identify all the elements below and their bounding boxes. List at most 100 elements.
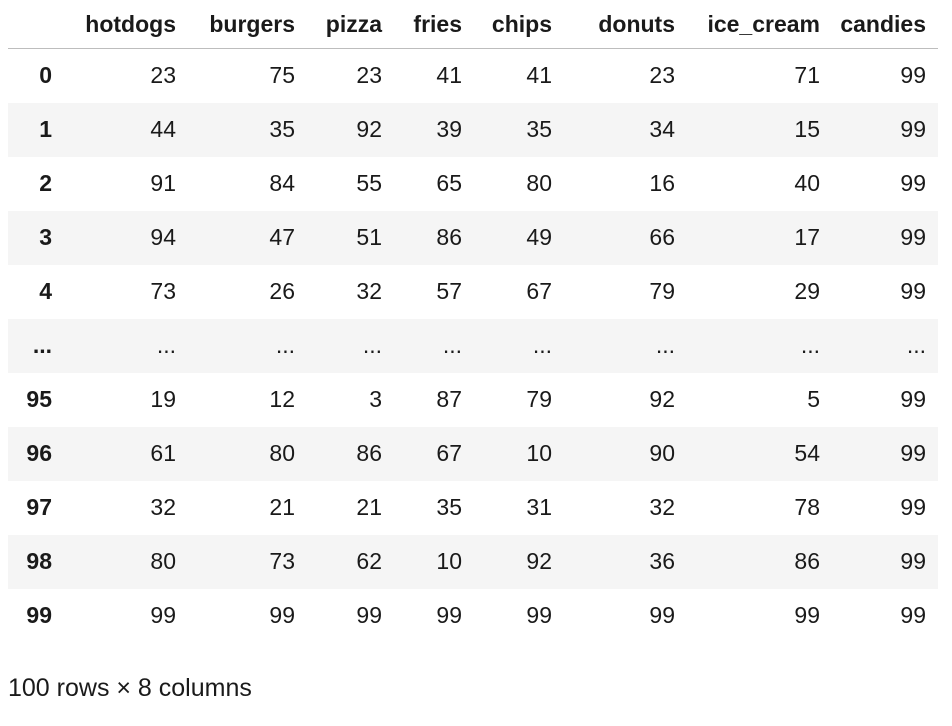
cell-hotdogs: 91 — [150, 170, 176, 196]
cell-pizza: 23 — [356, 62, 382, 89]
cell-candies: ... — [906, 332, 926, 358]
cell-ice-cream: 29 — [794, 278, 820, 304]
cell-candies: 99 — [900, 386, 926, 412]
column-header-hotdogs: hotdogs — [68, 0, 188, 49]
cell-chips: 49 — [526, 224, 552, 250]
column-header-donuts: donuts — [564, 0, 687, 49]
row-index: 96 — [26, 440, 52, 466]
cell-ice-cream: ... — [800, 332, 820, 358]
cell-hotdogs: 19 — [150, 386, 176, 412]
cell-burgers: 99 — [269, 602, 295, 628]
cell-burgers: 26 — [269, 278, 295, 304]
table-row: 1 44 35 92 39 35 34 15 99 — [8, 102, 938, 157]
cell-burgers: 80 — [269, 440, 295, 466]
cell-ice-cream: 40 — [794, 170, 820, 196]
cell-hotdogs: 94 — [150, 224, 176, 250]
column-header-candies: candies — [832, 0, 938, 49]
column-header-pizza: pizza — [307, 0, 394, 49]
cell-donuts: 66 — [649, 224, 675, 250]
cell-pizza: 51 — [356, 224, 382, 250]
header-row: hotdogs burgers pizza fries chips donuts… — [8, 0, 938, 49]
cell-burgers: ... — [275, 332, 295, 358]
table-row: 3 94 47 51 86 49 66 17 99 — [8, 210, 938, 265]
cell-candies: 99 — [900, 278, 926, 304]
cell-pizza: 55 — [356, 170, 382, 196]
table-row: ........................... — [8, 318, 938, 373]
cell-donuts: 16 — [649, 170, 675, 196]
cell-candies: 99 — [900, 602, 926, 628]
cell-burgers: 21 — [269, 494, 295, 520]
cell-burgers: 84 — [269, 170, 295, 196]
cell-donuts: 32 — [649, 494, 675, 520]
cell-fries: ... — [442, 332, 462, 358]
cell-chips: 67 — [526, 278, 552, 304]
cell-fries: 57 — [436, 278, 462, 304]
cell-burgers: 12 — [269, 386, 295, 412]
cell-donuts: 79 — [649, 278, 675, 304]
table-row: 97 32 21 21 35 31 32 78 99 — [8, 480, 938, 535]
cell-candies: 99 — [900, 116, 926, 142]
column-header-burgers: burgers — [188, 0, 307, 49]
cell-burgers: 73 — [269, 548, 295, 574]
dataframe-output: hotdogs burgers pizza fries chips donuts… — [8, 0, 938, 643]
table-row: 0 23 75 23 41 41 23 71 99 — [8, 48, 938, 103]
cell-hotdogs: 44 — [150, 116, 176, 142]
cell-pizza: 32 — [356, 278, 382, 304]
cell-ice-cream: 5 — [807, 386, 820, 412]
shape-summary: 100 rows × 8 columns — [8, 674, 252, 702]
cell-hotdogs: 61 — [150, 440, 176, 466]
cell-fries: 65 — [436, 170, 462, 196]
cell-fries: 10 — [436, 548, 462, 574]
cell-chips: 99 — [526, 602, 552, 628]
cell-fries: 87 — [436, 386, 462, 412]
cell-candies: 99 — [900, 224, 926, 250]
cell-chips: 92 — [526, 548, 552, 574]
dataframe-table: hotdogs burgers pizza fries chips donuts… — [8, 0, 938, 643]
cell-pizza: 62 — [356, 548, 382, 574]
table-body: 0 23 75 23 41 41 23 71 99 1 44 35 92 39 35 34 15 99 2 91 84 5… — [8, 48, 938, 643]
column-header-fries: fries — [394, 0, 474, 49]
cell-burgers: 75 — [269, 62, 295, 89]
cell-hotdogs: 23 — [150, 62, 176, 89]
cell-candies: 99 — [900, 170, 926, 196]
cell-chips: 31 — [526, 494, 552, 520]
row-index: ... — [32, 332, 52, 358]
row-index: 95 — [26, 386, 52, 412]
cell-candies: 99 — [900, 440, 926, 466]
cell-ice-cream: 54 — [794, 440, 820, 466]
row-index: 3 — [39, 224, 52, 250]
cell-chips: 80 — [526, 170, 552, 196]
cell-burgers: 35 — [269, 116, 295, 142]
cell-pizza: ... — [362, 332, 382, 358]
row-index: 97 — [26, 494, 52, 520]
cell-donuts: 90 — [649, 440, 675, 466]
cell-chips: 41 — [526, 62, 552, 89]
cell-donuts: 36 — [649, 548, 675, 574]
table-row: 98 80 73 62 10 92 36 86 99 — [8, 534, 938, 589]
cell-ice-cream: 78 — [794, 494, 820, 520]
cell-hotdogs: 73 — [150, 278, 176, 304]
index-header — [8, 0, 68, 49]
cell-hotdogs: 80 — [150, 548, 176, 574]
row-index: 2 — [39, 170, 52, 196]
cell-hotdogs: 99 — [150, 602, 176, 628]
cell-fries: 41 — [436, 62, 462, 89]
cell-fries: 86 — [436, 224, 462, 250]
cell-ice-cream: 86 — [794, 548, 820, 574]
cell-pizza: 86 — [356, 440, 382, 466]
cell-chips: ... — [532, 332, 552, 358]
cell-donuts: 34 — [649, 116, 675, 142]
row-index: 0 — [39, 62, 52, 89]
cell-hotdogs: ... — [156, 332, 176, 358]
cell-donuts: 99 — [649, 602, 675, 628]
row-index: 1 — [39, 116, 52, 142]
cell-ice-cream: 17 — [794, 224, 820, 250]
row-index: 98 — [26, 548, 52, 574]
cell-hotdogs: 32 — [150, 494, 176, 520]
cell-fries: 35 — [436, 494, 462, 520]
table-row: 95 19 12 3 87 79 92 5 99 — [8, 372, 938, 427]
cell-chips: 10 — [526, 440, 552, 466]
cell-candies: 99 — [900, 548, 926, 574]
table-row: 2 91 84 55 65 80 16 40 99 — [8, 156, 938, 211]
cell-fries: 67 — [436, 440, 462, 466]
